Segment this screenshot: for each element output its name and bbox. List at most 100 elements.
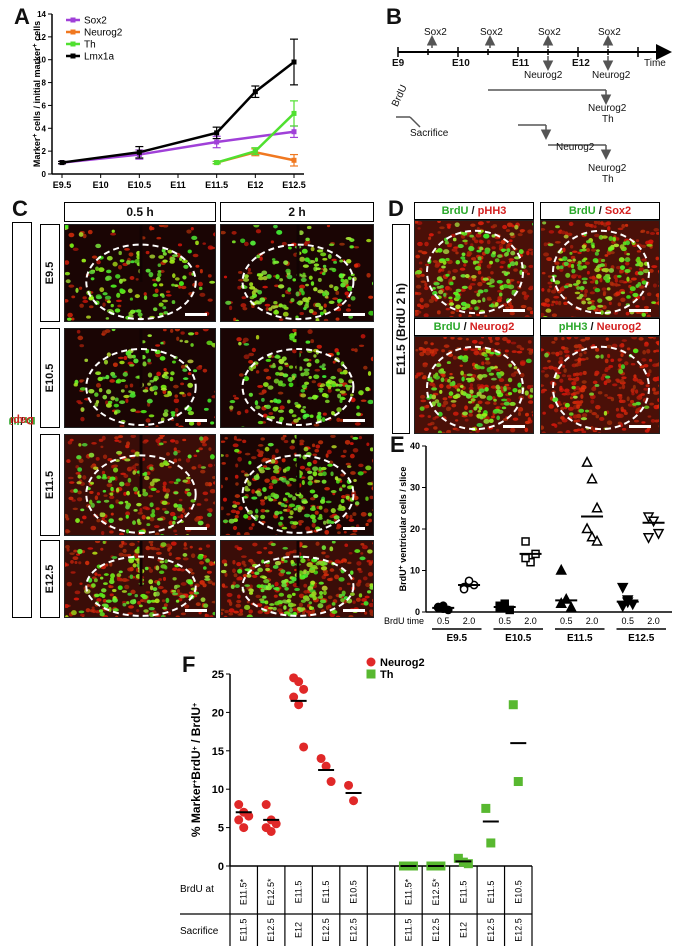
a-y-axis-label: Marker+ cells / initial marker+ cells	[32, 21, 43, 167]
a-legend-marker	[70, 53, 76, 59]
b-th-label-2: Th	[602, 174, 614, 185]
dashed-outline	[85, 348, 197, 426]
b-timeline-e11: E11	[512, 58, 530, 69]
f-y-tick-label: 20	[212, 707, 224, 719]
a-data-point	[214, 139, 220, 145]
f-brdu-at-label: E11.5	[486, 881, 496, 904]
a-data-point	[291, 110, 297, 116]
a-x-tick-label: E9.5	[53, 180, 72, 190]
panel-b-timeline-diagram	[396, 35, 672, 160]
a-legend-label-sox2: Sox2	[84, 16, 107, 27]
f-y-tick-label: 0	[218, 861, 224, 873]
scale-bar	[343, 313, 365, 316]
f-point-neurog2	[321, 761, 331, 771]
panel-f-label: F	[182, 652, 196, 677]
e-group-label: E11.5	[567, 633, 593, 644]
dashed-outline	[552, 345, 650, 431]
c-col-header-2h: 2 h	[220, 202, 374, 222]
e-time-tick-label: 0.5	[437, 616, 450, 626]
f-point-neurog2	[234, 800, 244, 810]
panel-e-label: E	[390, 432, 405, 457]
a-x-tick-label: E12	[247, 180, 263, 190]
f-point-neurog2	[299, 684, 309, 694]
panel-e-scatter-chart: 0 10 20 30 40 BrdU+ ventricular cells / slice…	[384, 441, 672, 644]
d-header-brdu-phh3: BrdU / pHH3	[414, 202, 534, 220]
f-sacrifice-label: E12.5	[321, 918, 331, 942]
f-y-tick-label: 25	[212, 669, 224, 681]
a-y-tick-label: 8	[42, 79, 47, 88]
a-x-tick-label: E12.5	[282, 180, 306, 190]
a-x-tick-label: E11	[170, 180, 186, 190]
f-y-tick-label: 10	[212, 784, 224, 796]
f-sacrifice-label: E12	[294, 922, 304, 938]
b-neurog2-label-4: Neurog2	[556, 142, 595, 153]
f-point-neurog2	[271, 819, 281, 829]
e-point-e115-20	[581, 455, 593, 467]
scale-bar	[629, 309, 651, 312]
f-brdu-at-label: E10.5	[349, 880, 359, 904]
b-timeline-e12: E12	[572, 58, 590, 69]
e-time-tick-label: 2.0	[647, 616, 660, 626]
f-y-tick-label: 15	[212, 746, 224, 758]
scale-bar	[343, 419, 365, 422]
f-brdu-at-label: E12.5*	[266, 878, 276, 906]
dashed-outline	[85, 243, 197, 321]
f-point-th	[463, 859, 473, 869]
e-point-e105-20	[521, 553, 530, 563]
f-brdu-at-label: E11.5	[458, 881, 468, 904]
f-sacrifice-label: E12.5	[266, 918, 276, 942]
e-point-e125-20	[642, 533, 655, 544]
panel-a-line-chart: 0 2 4 6 8 10 12 14 E9.5 E10 E10.5 E11 E11.5 E12 E12.5 M…	[32, 10, 306, 190]
scale-bar	[343, 527, 365, 530]
f-brdu-at-label: E11.5*	[403, 878, 413, 905]
f-brdu-at-label: E11.5	[321, 881, 331, 904]
b-timeline-e10: E10	[452, 58, 470, 69]
f-legend-label-th: Th	[380, 669, 394, 681]
scale-bar	[503, 425, 525, 428]
e-time-tick-label: 2.0	[524, 616, 537, 626]
b-neurog2-label-5: Neurog2	[588, 163, 627, 174]
scale-bar	[503, 309, 525, 312]
a-y-tick-label: 6	[42, 101, 47, 110]
e-time-tick-label: 0.5	[560, 616, 573, 626]
e-point-e95-20	[464, 576, 474, 586]
e-y-tick-label: 30	[410, 483, 420, 493]
panel-b-label: B	[386, 4, 402, 29]
f-point-neurog2	[289, 692, 299, 702]
e-point-e115-20	[581, 522, 593, 534]
d-header-phh3-neurog2: pHH3 / Neurog2	[540, 318, 660, 336]
d-header-brdu-neurog2: BrdU / Neurog2	[414, 318, 534, 336]
e-time-tick-label: 0.5	[498, 616, 511, 626]
f-point-th	[481, 803, 491, 813]
e-y-tick-label: 0	[415, 607, 420, 617]
e-group-label: E10.5	[505, 633, 532, 644]
a-data-point	[136, 149, 142, 155]
c-micrograph-e105-05h	[64, 328, 216, 428]
f-point-th	[508, 700, 518, 710]
dashed-outline	[241, 454, 355, 534]
f-sacrifice-label: E12.5	[513, 918, 523, 942]
f-point-th	[513, 777, 523, 787]
c-side-header: BrdU / Dapi	[9, 222, 35, 618]
f-point-neurog2	[261, 800, 271, 810]
a-y-tick-label: 14	[37, 10, 46, 19]
c-row-header-e115: E11.5	[40, 434, 60, 536]
e-y-tick-label: 10	[410, 566, 420, 576]
e-group-label: E9.5	[446, 633, 467, 644]
scale-bar	[629, 425, 651, 428]
f-brdu-at-label: E12.5*	[431, 878, 441, 906]
f-point-neurog2	[244, 811, 254, 821]
f-legend-marker-th	[366, 669, 376, 679]
b-th-label-1: Th	[602, 114, 614, 125]
f-y-tick-label: 5	[218, 823, 224, 835]
a-data-point	[291, 129, 297, 135]
a-y-tick-label: 12	[37, 33, 46, 42]
a-y-tick-label: 0	[42, 170, 47, 179]
e-point-e95-20	[459, 584, 469, 594]
dashed-outline	[241, 348, 355, 426]
dashed-outline	[241, 243, 355, 321]
d-micrograph-4	[540, 336, 660, 434]
f-point-neurog2	[326, 777, 336, 787]
c-col-header-05h: 0.5 h	[64, 202, 216, 222]
a-x-tick-label: E11.5	[205, 180, 228, 190]
